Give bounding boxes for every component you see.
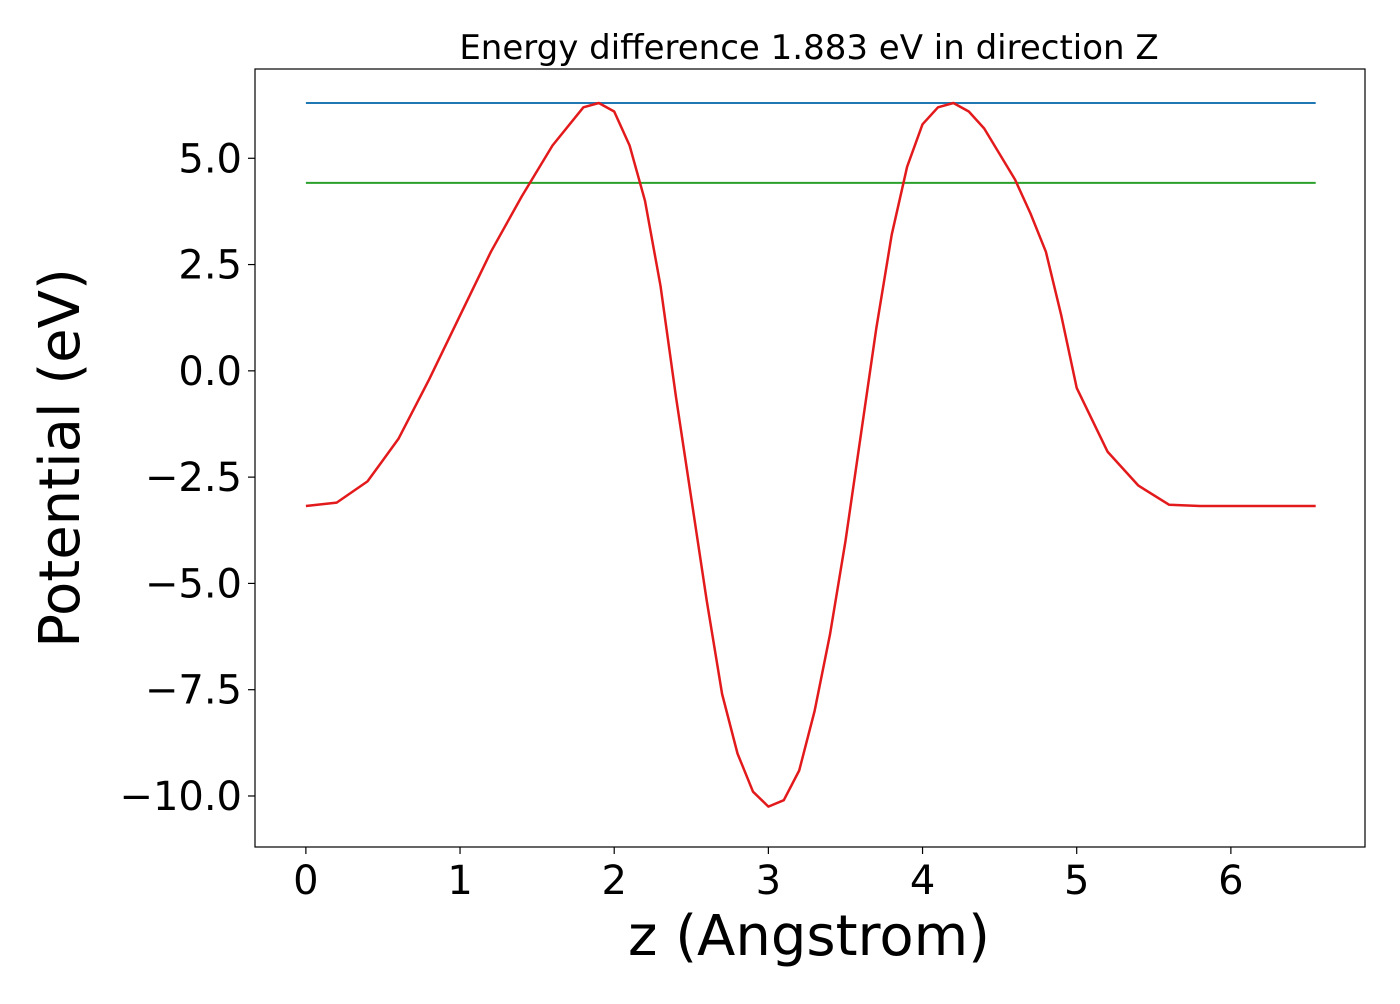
x-tick-label: 6 xyxy=(1218,858,1243,904)
x-tick-label: 0 xyxy=(293,858,318,904)
y-tick-label: −7.5 xyxy=(145,668,242,714)
plot-area xyxy=(254,68,1366,848)
y-axis: 5.0 2.5 0.0 −2.5 −5.0 −7.5 −10.0 xyxy=(119,136,255,820)
y-axis-label: Potential (eV) xyxy=(28,268,93,648)
x-tick-label: 5 xyxy=(1064,858,1089,904)
y-tick-label: −2.5 xyxy=(145,455,242,501)
y-tick-label: 0.0 xyxy=(178,349,242,395)
y-tick-label: −10.0 xyxy=(119,774,242,820)
x-tick-label: 1 xyxy=(447,858,472,904)
chart-title: Energy difference 1.883 eV in direction … xyxy=(459,28,1158,68)
x-tick-label: 2 xyxy=(601,858,626,904)
y-tick-label: −5.0 xyxy=(145,561,242,607)
potential-curve-line xyxy=(305,101,1316,808)
series-layer xyxy=(305,101,1316,808)
y-tick-label: 2.5 xyxy=(178,243,242,289)
x-axis: 0 1 2 3 4 5 6 xyxy=(293,847,1244,904)
x-axis-label: z (Angstrom) xyxy=(628,904,990,969)
y-tick-label: 5.0 xyxy=(178,136,242,182)
x-tick-label: 3 xyxy=(756,858,781,904)
x-tick-label: 4 xyxy=(910,858,935,904)
